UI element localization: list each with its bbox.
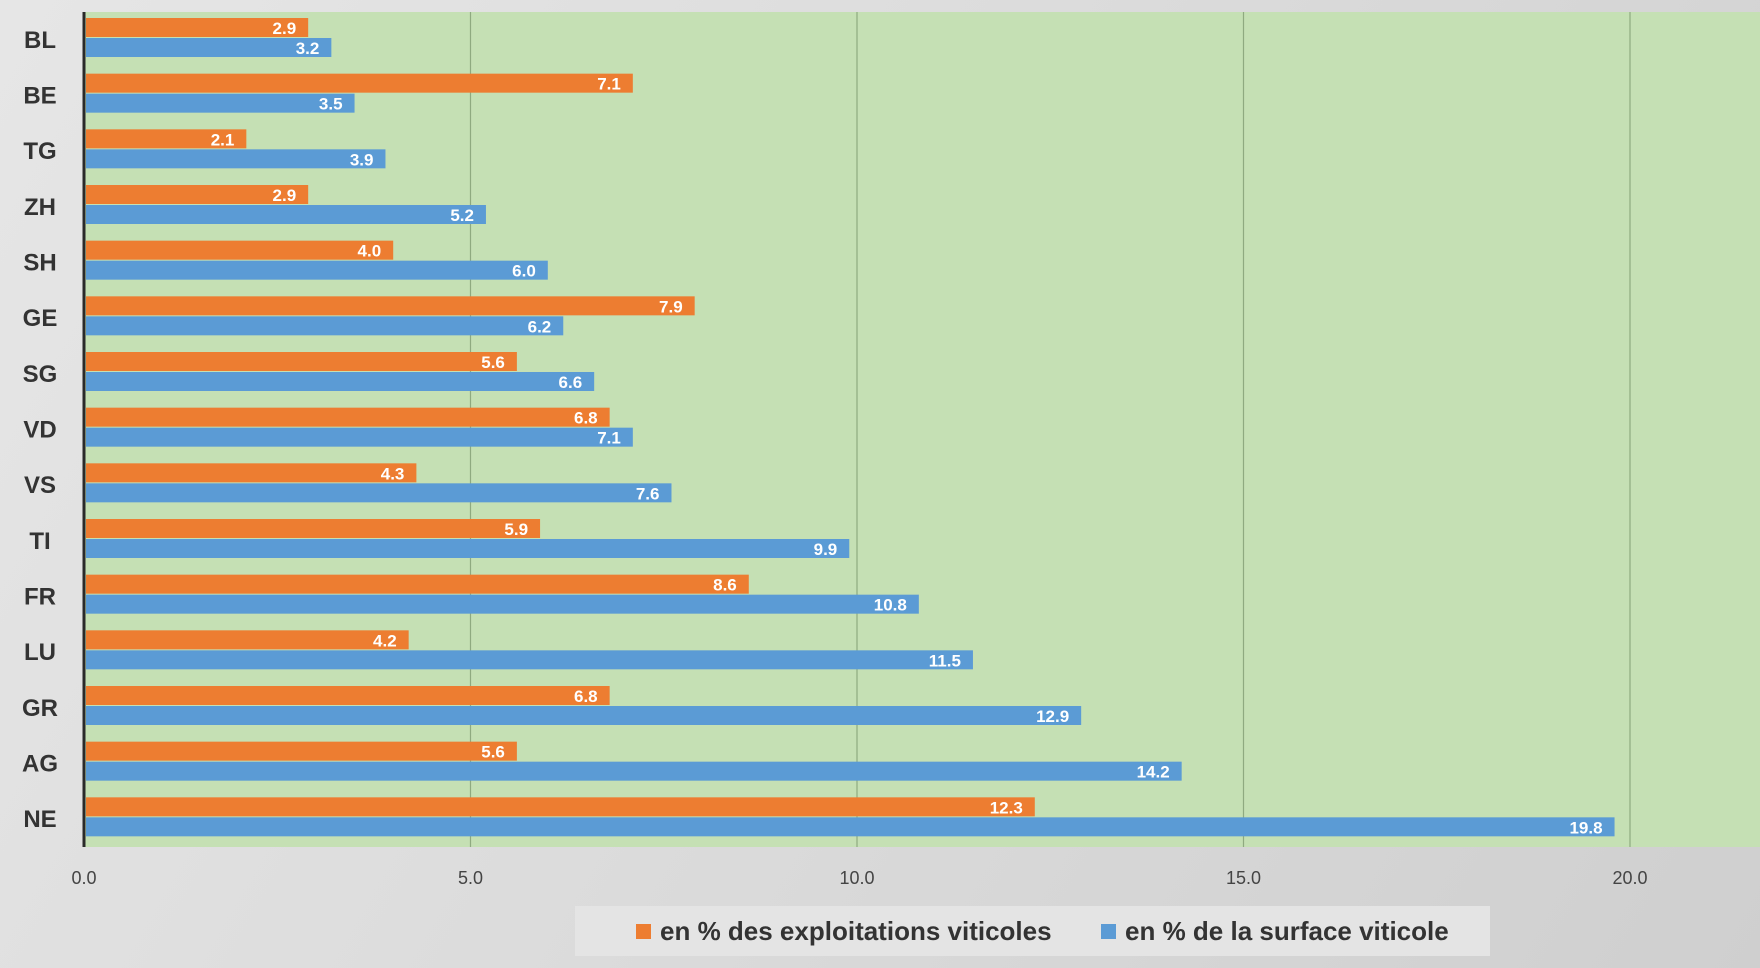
category-label: BE <box>23 83 56 110</box>
data-label: 10.8 <box>874 596 907 615</box>
bar <box>86 205 486 224</box>
category-label: GR <box>22 695 58 722</box>
legend-swatch <box>1101 924 1116 939</box>
bar <box>86 240 394 260</box>
data-label: 4.3 <box>381 464 405 483</box>
category-label: GE <box>23 305 58 332</box>
data-label: 9.9 <box>814 540 838 559</box>
category-label: BL <box>24 27 56 54</box>
bar <box>86 706 1082 725</box>
category-label: TI <box>29 528 50 555</box>
data-label: 7.1 <box>597 75 621 94</box>
bar <box>86 93 355 113</box>
bar <box>86 185 309 204</box>
x-tick-label: 20.0 <box>1612 868 1647 888</box>
data-label: 2.9 <box>273 186 297 205</box>
bar <box>86 296 695 316</box>
bar <box>86 630 409 650</box>
bar <box>86 761 1182 781</box>
bar <box>86 372 595 391</box>
x-tick-label: 10.0 <box>839 868 874 888</box>
legend: en % des exploitations viticoles en % de … <box>636 916 1449 946</box>
bar <box>86 352 517 371</box>
data-label: 12.9 <box>1036 707 1069 726</box>
category-label: SH <box>23 250 56 277</box>
data-label: 3.2 <box>296 39 320 58</box>
legend-box <box>575 906 1490 956</box>
data-label: 4.0 <box>358 242 382 261</box>
data-label: 2.1 <box>211 130 235 149</box>
category-label: VD <box>23 417 56 444</box>
bar <box>86 594 919 614</box>
data-label: 14.2 <box>1137 763 1170 782</box>
data-label: 6.0 <box>512 262 536 281</box>
bar-series: 2.93.27.13.52.13.92.95.24.06.07.96.25.66… <box>86 18 1615 837</box>
category-label: FR <box>24 584 56 611</box>
legend-label: en % de la surface viticole <box>1125 916 1449 946</box>
bar <box>86 650 973 670</box>
bar <box>86 38 332 57</box>
data-label: 12.3 <box>990 798 1023 817</box>
category-label: LU <box>24 639 56 666</box>
category-label: NE <box>23 806 56 833</box>
data-label: 5.6 <box>481 353 505 372</box>
bar <box>86 519 541 538</box>
x-tick-label: 0.0 <box>71 868 96 888</box>
category-label: TG <box>23 138 56 165</box>
data-label: 5.9 <box>504 520 528 539</box>
data-label: 7.9 <box>659 297 683 316</box>
data-label: 4.2 <box>373 631 397 650</box>
data-label: 6.6 <box>559 373 583 392</box>
category-label: SG <box>23 361 58 388</box>
bar <box>86 817 1615 837</box>
bar <box>86 574 749 594</box>
data-label: 6.8 <box>574 687 598 706</box>
bar <box>86 741 517 761</box>
bar <box>86 483 672 503</box>
bar <box>86 407 610 427</box>
bar <box>86 316 564 336</box>
data-label: 11.5 <box>929 651 961 670</box>
data-label: 6.8 <box>574 409 598 428</box>
bar <box>86 463 417 483</box>
legend-swatch <box>636 924 651 939</box>
bar <box>86 427 633 447</box>
data-label: 19.8 <box>1569 818 1602 837</box>
data-label: 7.1 <box>597 429 621 448</box>
data-label: 5.2 <box>450 206 474 225</box>
bar <box>86 539 850 558</box>
category-label: ZH <box>24 194 56 221</box>
bar <box>86 18 309 37</box>
data-label: 3.5 <box>319 95 343 114</box>
data-label: 2.9 <box>273 19 297 38</box>
category-label: VS <box>24 472 56 499</box>
x-tick-label: 5.0 <box>458 868 483 888</box>
legend-label: en % des exploitations viticoles <box>660 916 1052 946</box>
data-label: 8.6 <box>713 576 737 595</box>
bar <box>86 797 1035 817</box>
category-labels: BL BE TG ZH SH GE SG VD VS TI FR LU GR AG NE <box>22 27 58 833</box>
x-tick-label: 15.0 <box>1226 868 1261 888</box>
bar <box>86 73 633 93</box>
bar <box>86 149 386 169</box>
bar <box>86 686 610 705</box>
category-label: AG <box>22 751 58 778</box>
x-axis-ticks: 0.0 5.0 10.0 15.0 20.0 <box>71 868 1647 888</box>
data-label: 3.9 <box>350 150 374 169</box>
bar <box>86 129 247 149</box>
bar <box>86 260 548 280</box>
data-label: 7.6 <box>636 484 660 503</box>
data-label: 5.6 <box>481 743 505 762</box>
data-label: 6.2 <box>528 317 552 336</box>
